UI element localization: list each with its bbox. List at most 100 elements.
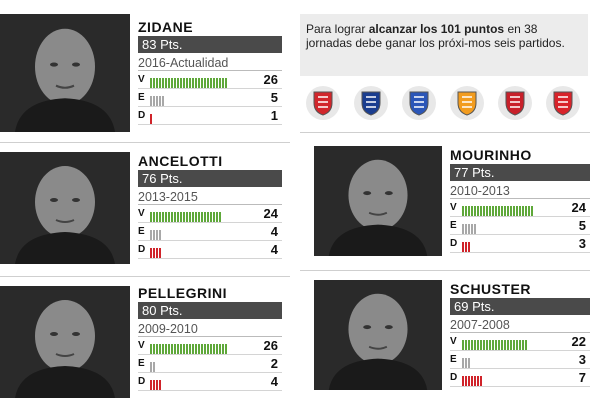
sevilla-crest-icon [546, 86, 580, 120]
wins-tick [219, 212, 221, 222]
wins-tick [516, 206, 518, 216]
wins-tick [177, 78, 179, 88]
losses-value: 7 [578, 370, 586, 385]
schuster-photo [314, 280, 442, 390]
wins-label: V [138, 74, 145, 85]
section-divider [0, 276, 290, 277]
wins-tick [195, 212, 197, 222]
wins-tally [462, 340, 527, 350]
wins-tick [180, 212, 182, 222]
wins-tick [462, 206, 464, 216]
losses-tick [159, 248, 161, 258]
wins-tick [207, 212, 209, 222]
draws-bar [462, 355, 471, 368]
wins-row: V 26 [138, 337, 282, 355]
wins-row: V 22 [450, 333, 590, 351]
info-box: Para lograr alcanzar los 101 puntos en 3… [300, 14, 588, 76]
draws-label: E [138, 358, 145, 369]
wins-tick [474, 340, 476, 350]
wins-tick [222, 78, 224, 88]
wins-value: 26 [263, 338, 278, 353]
draws-tick [462, 358, 464, 368]
wins-tick [204, 78, 206, 88]
draws-tally [150, 362, 155, 372]
wins-tick [489, 206, 491, 216]
wins-tick [168, 78, 170, 88]
wins-tick [183, 344, 185, 354]
wins-tick [189, 78, 191, 88]
wins-tick [495, 206, 497, 216]
wins-bar [150, 75, 228, 88]
wins-tick [171, 344, 173, 354]
losses-tick [471, 376, 473, 386]
wins-tick [165, 212, 167, 222]
wins-tick [183, 212, 185, 222]
coach-period: 2009-2010 [138, 319, 282, 337]
wins-tick [150, 344, 152, 354]
wins-tick [156, 212, 158, 222]
draws-tick [465, 224, 467, 234]
losses-tick [462, 242, 464, 252]
wins-tick [207, 78, 209, 88]
draws-label: E [138, 226, 145, 237]
wins-tick [225, 344, 227, 354]
draws-bar [150, 93, 165, 106]
losses-tick [150, 380, 152, 390]
wins-tick [216, 344, 218, 354]
wins-tick [498, 206, 500, 216]
wins-label: V [450, 202, 457, 213]
losses-tick [153, 380, 155, 390]
wins-row: V 24 [138, 205, 282, 223]
wins-tick [480, 206, 482, 216]
wins-tick [177, 344, 179, 354]
wins-tick [531, 206, 533, 216]
wins-value: 22 [571, 334, 586, 349]
wins-tick [468, 206, 470, 216]
draws-tick [462, 224, 464, 234]
wins-tally [150, 212, 221, 222]
losses-tally [462, 242, 470, 252]
wins-tick [222, 344, 224, 354]
wins-tick [171, 212, 173, 222]
wins-tick [192, 344, 194, 354]
draws-value: 5 [270, 90, 278, 105]
wins-tally [150, 344, 227, 354]
wins-tick [471, 340, 473, 350]
wins-tick [501, 206, 503, 216]
draws-tick [150, 362, 152, 372]
coach-period: 2007-2008 [450, 315, 590, 333]
losses-label: D [138, 244, 146, 255]
losses-label: D [138, 110, 146, 121]
draws-tick [153, 362, 155, 372]
losses-tick [159, 380, 161, 390]
losses-bar [150, 377, 162, 390]
deportivo-coruna-crest-icon [402, 86, 436, 120]
wins-tick [210, 78, 212, 88]
remaining-opponents [300, 86, 590, 122]
losses-tick [156, 248, 158, 258]
info-text-bold: alcanzar los 101 puntos [368, 22, 505, 36]
losses-tally [150, 114, 152, 124]
draws-label: E [450, 354, 457, 365]
losses-tick [153, 248, 155, 258]
wins-tick [525, 340, 527, 350]
wins-tick [201, 78, 203, 88]
draws-tick [150, 230, 152, 240]
wins-tick [477, 340, 479, 350]
wins-tick [498, 340, 500, 350]
losses-tick [477, 376, 479, 386]
draws-tick [153, 96, 155, 106]
draws-label: E [138, 92, 145, 103]
zidane-photo [0, 14, 130, 132]
wins-tick [528, 206, 530, 216]
coach-name: PELLEGRINI [138, 285, 228, 301]
draws-label: E [450, 220, 457, 231]
draws-tick [474, 224, 476, 234]
wins-bar [150, 209, 222, 222]
